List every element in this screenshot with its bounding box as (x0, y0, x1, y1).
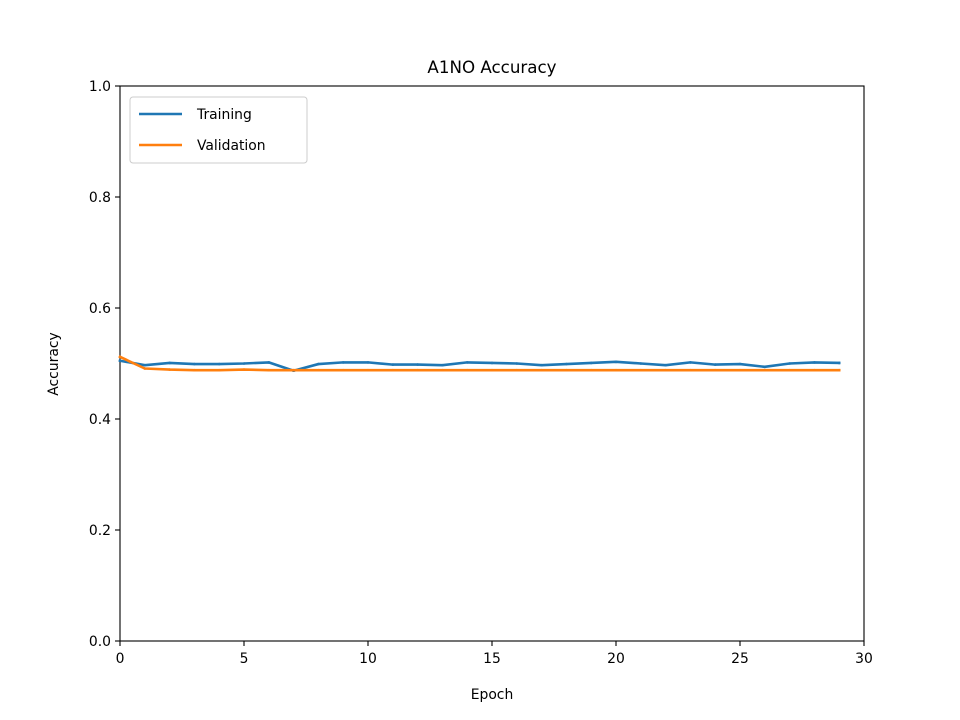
y-tick-label: 0.4 (89, 412, 111, 428)
y-axis: 0.0 0.2 0.4 0.6 0.8 1.0 (89, 79, 120, 650)
legend: Training Validation (129, 96, 308, 164)
legend-label-validation: Validation (197, 138, 266, 154)
x-tick-label: 15 (483, 651, 501, 667)
series-validation-point (242, 368, 246, 371)
y-tick-label: 0.0 (89, 634, 111, 650)
series-training-point (391, 363, 395, 366)
series-training-point (738, 362, 742, 366)
series-training-point (614, 360, 618, 364)
series-training-point (441, 363, 444, 367)
series-validation-point (341, 368, 345, 372)
series-training-point (465, 361, 469, 364)
series-validation-point (713, 368, 717, 372)
x-tick-label: 30 (855, 651, 873, 667)
series-validation-point (614, 368, 618, 372)
series-training-point (639, 362, 643, 365)
series-validation-point (465, 368, 469, 372)
series-training-point (366, 361, 370, 364)
series-validation-point (540, 368, 543, 372)
series-layer (118, 355, 841, 373)
series-validation-line (118, 355, 841, 372)
series-validation-point (193, 368, 196, 372)
series-training-point (317, 362, 320, 366)
series-training-point (193, 362, 196, 366)
series-validation-point (391, 368, 395, 372)
series-training-point (664, 363, 667, 367)
y-tick-label: 0.2 (89, 523, 111, 539)
x-tick-label: 10 (359, 651, 377, 667)
series-training-point (490, 361, 494, 365)
series-validation-point (317, 368, 320, 372)
series-validation-point (788, 368, 791, 372)
series-training-point (217, 362, 221, 366)
series-training-point (763, 365, 767, 369)
series-validation-point (168, 368, 171, 371)
series-training-point (168, 361, 171, 365)
x-tick-label: 0 (116, 651, 125, 667)
series-validation-point (217, 368, 221, 372)
chart-title: A1NO Accuracy (427, 57, 556, 77)
x-axis-title: Epoch (471, 687, 514, 703)
series-validation (118, 355, 841, 372)
series-validation-point (813, 368, 816, 372)
series-validation-point (416, 368, 419, 372)
series-training-point (242, 362, 246, 365)
series-validation-point (689, 368, 692, 372)
series-training-line (118, 359, 841, 373)
series-validation-point (589, 368, 593, 372)
y-tick-label: 0.6 (89, 301, 111, 317)
y-tick-label: 0.8 (89, 190, 111, 206)
series-validation-point (441, 368, 444, 372)
series-validation-point (837, 368, 841, 372)
series-validation-point (565, 368, 568, 372)
series-validation-point (639, 368, 643, 372)
series-validation-point (664, 368, 667, 372)
series-validation-point (763, 368, 767, 372)
series-validation-point (738, 368, 742, 372)
series-validation-point (292, 368, 295, 372)
y-axis-title: Accuracy (46, 332, 62, 395)
series-training-point (540, 363, 543, 367)
series-training-point (689, 361, 692, 364)
series-validation-point (267, 368, 271, 372)
series-training-point (143, 363, 147, 367)
series-training-point (118, 359, 122, 363)
series-training-point (837, 361, 841, 365)
series-validation-point (118, 355, 122, 359)
legend-label-training: Training (196, 107, 252, 123)
series-training-point (788, 362, 791, 365)
x-tick-label: 20 (607, 651, 625, 667)
series-training-point (341, 361, 345, 364)
series-training-point (565, 362, 568, 366)
series-training-point (713, 363, 717, 366)
series-validation-point (143, 367, 147, 370)
series-training-point (416, 363, 419, 366)
x-tick-label: 5 (240, 651, 249, 667)
x-tick-label: 25 (731, 651, 749, 667)
series-validation-point (490, 368, 494, 372)
x-axis: 0 5 10 15 20 25 30 (116, 641, 873, 667)
series-training-point (267, 361, 271, 364)
y-tick-label: 1.0 (89, 79, 111, 95)
series-training-point (813, 361, 816, 364)
series-validation-point (515, 368, 519, 372)
series-validation-point (366, 368, 370, 372)
series-training-point (589, 361, 593, 365)
series-training-point (515, 362, 519, 365)
series-training (118, 359, 841, 373)
